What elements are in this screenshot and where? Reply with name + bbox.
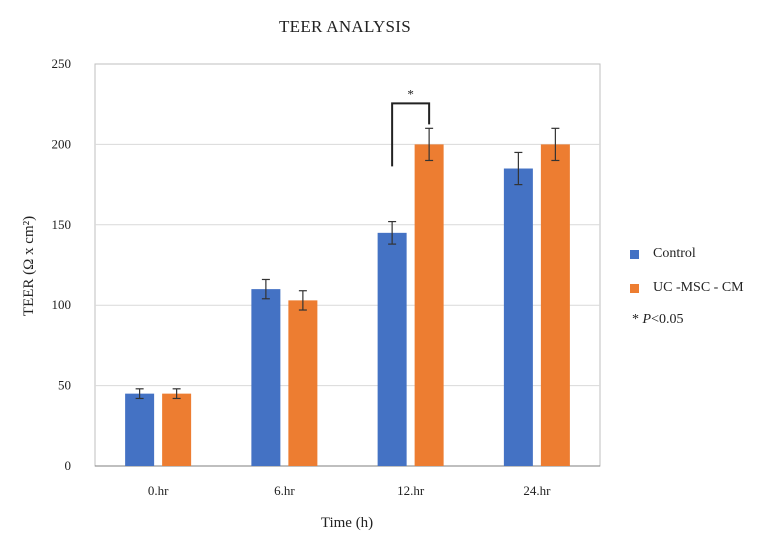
legend-item-uc-msc-cm: UC -MSC - CM (630, 278, 780, 298)
y-tick-label: 0 (65, 458, 72, 473)
bar (414, 144, 444, 466)
legend-swatch-control (630, 249, 639, 259)
y-tick-label: 250 (52, 56, 72, 71)
x-axis-title: Time (h) (321, 515, 373, 531)
legend-label-control: Control (653, 246, 696, 261)
significance-star: * (407, 86, 414, 101)
x-tick-label: 6.hr (274, 483, 295, 498)
legend: Control UC -MSC - CM * P<0.05 (630, 244, 780, 328)
chart-title: TEER ANALYSIS (279, 17, 411, 36)
legend-label-uc-msc-cm: UC -MSC - CM (653, 280, 744, 295)
significance-note: * P<0.05 (630, 312, 780, 328)
bar (162, 393, 192, 466)
bar (503, 168, 533, 466)
y-axis-title: TEER (Ω x cm²) (21, 216, 37, 316)
x-tick-labels: 0.hr 6.hr 12.hr 24.hr (148, 483, 551, 498)
y-tick-label: 200 (52, 136, 72, 151)
y-tick-label: 50 (58, 378, 71, 393)
x-tick-label: 12.hr (397, 483, 425, 498)
significance-note-value: <0.05 (651, 312, 684, 327)
significance-note-p: P (642, 312, 652, 327)
significance-note-prefix: * (632, 312, 643, 327)
bar (125, 393, 155, 466)
y-tick-label: 100 (52, 297, 72, 312)
legend-swatch-uc-msc-cm (630, 283, 639, 293)
y-tick-labels: 0 50 100 150 200 250 (52, 56, 72, 473)
significance-bracket (391, 102, 431, 167)
bar (540, 144, 570, 466)
y-tick-label: 150 (52, 217, 72, 232)
bar (377, 232, 407, 466)
bars (125, 144, 570, 466)
error-bars (135, 127, 560, 400)
legend-item-control: Control (630, 244, 780, 264)
bar (251, 289, 281, 466)
x-tick-label: 0.hr (148, 483, 169, 498)
significance-annotation: * (391, 86, 431, 167)
x-tick-label: 24.hr (523, 483, 551, 498)
bar (288, 300, 318, 466)
